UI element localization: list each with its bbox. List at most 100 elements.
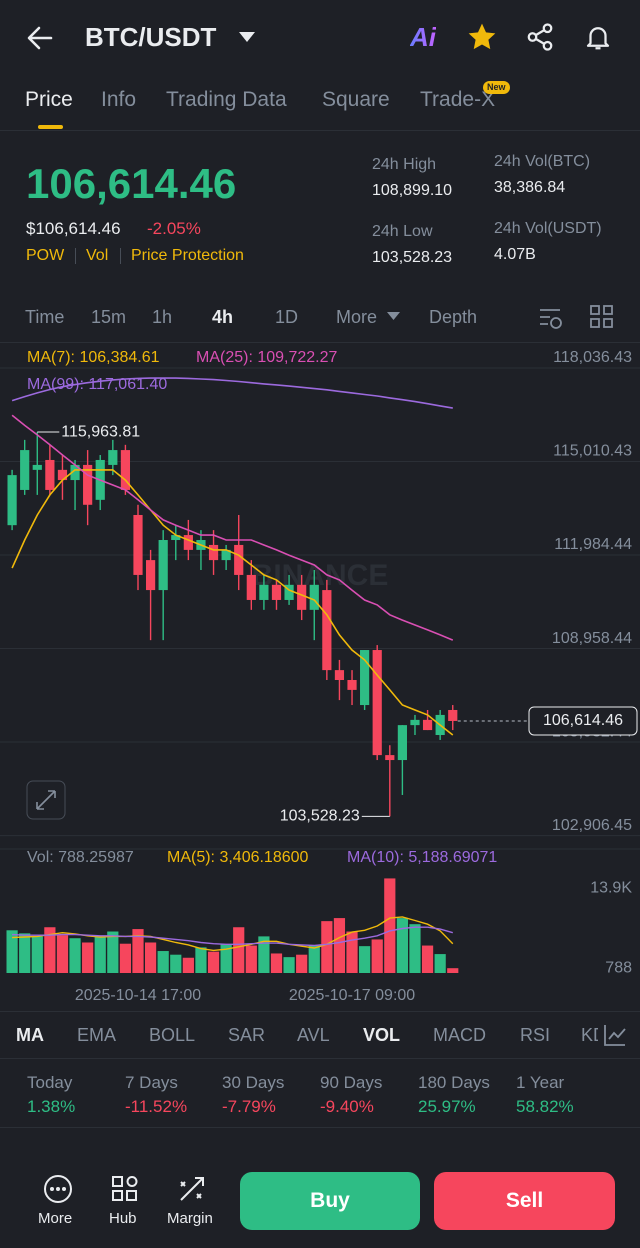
tag[interactable]: Vol bbox=[86, 247, 109, 264]
ai-button[interactable]: Ai bbox=[410, 22, 436, 52]
chart-settings[interactable] bbox=[537, 304, 565, 332]
last-price-box bbox=[528, 706, 638, 736]
candle-body bbox=[221, 549, 231, 561]
candle-body bbox=[246, 574, 256, 600]
stat-value: 103,528.23 bbox=[372, 249, 453, 266]
volume-bar bbox=[321, 921, 333, 973]
volume-bar bbox=[31, 936, 43, 973]
interval[interactable]: 1h bbox=[152, 307, 173, 327]
tab-trade-x[interactable]: Trade-X bbox=[420, 88, 496, 111]
tab-info[interactable]: Info bbox=[101, 88, 137, 111]
candle-body bbox=[45, 459, 55, 490]
interval-more[interactable]: More bbox=[336, 307, 378, 327]
tab-square[interactable]: Square bbox=[322, 88, 390, 111]
sell-button[interactable]: Sell bbox=[434, 1172, 615, 1230]
indicator[interactable]: AVL bbox=[297, 1025, 330, 1045]
volume-bar bbox=[396, 918, 408, 973]
candle-body bbox=[83, 464, 93, 505]
volume-bar bbox=[195, 947, 207, 973]
legend-entry: MA(5): 3,406.18600 bbox=[167, 849, 309, 866]
volume-bar bbox=[384, 878, 396, 973]
indicator[interactable]: EMA bbox=[77, 1025, 117, 1045]
candle-body bbox=[108, 450, 118, 465]
stat-label: 24h Vol(BTC) bbox=[494, 153, 591, 170]
volume-bar bbox=[346, 931, 358, 973]
period-change: -7.79% bbox=[222, 1097, 276, 1116]
indicator[interactable]: MACD bbox=[433, 1025, 486, 1045]
pair-title[interactable]: BTC/USDT bbox=[85, 22, 217, 52]
hub-icon[interactable] bbox=[110, 1174, 140, 1204]
ma-line bbox=[11, 414, 454, 641]
stat-label: 24h Vol(USDT) bbox=[494, 220, 602, 237]
volume-bar bbox=[371, 939, 383, 973]
ma-line bbox=[11, 469, 454, 736]
y-tick-label: 118,036.43 bbox=[553, 349, 632, 366]
candle-body bbox=[448, 709, 458, 721]
volume-bar bbox=[44, 927, 56, 973]
tag[interactable]: Price Protection bbox=[131, 247, 244, 264]
expand-button[interactable] bbox=[26, 780, 66, 820]
volume-bar bbox=[296, 954, 308, 973]
period-label: Today bbox=[27, 1073, 73, 1092]
favorite-star[interactable] bbox=[466, 21, 498, 53]
buy-button[interactable]: Buy bbox=[240, 1172, 420, 1230]
candle-body bbox=[410, 719, 420, 726]
interval[interactable]: Time bbox=[25, 307, 65, 327]
pair-caret[interactable] bbox=[238, 31, 256, 43]
candle-body bbox=[183, 535, 193, 550]
volume-bar bbox=[245, 945, 257, 973]
last-price-label: 106,614.46 bbox=[543, 712, 623, 729]
volume-bar bbox=[69, 938, 81, 973]
margin-icon[interactable] bbox=[177, 1174, 207, 1204]
tab-trading-data[interactable]: Trading Data bbox=[166, 88, 287, 111]
ma-line bbox=[11, 377, 453, 409]
candle-body bbox=[372, 650, 382, 756]
indicator[interactable]: KDJ bbox=[581, 1026, 601, 1044]
y-tick-label: 102,906.45 bbox=[552, 817, 632, 834]
more-icon[interactable] bbox=[42, 1173, 74, 1205]
indicator[interactable]: BOLL bbox=[149, 1025, 196, 1045]
nav-label[interactable]: Hub bbox=[109, 1210, 137, 1227]
back-button[interactable] bbox=[26, 24, 54, 52]
tag[interactable]: POW bbox=[26, 247, 65, 264]
volume-bar bbox=[283, 957, 295, 973]
indicator-settings[interactable] bbox=[602, 1022, 628, 1048]
interval-active[interactable]: 4h bbox=[212, 307, 234, 327]
volume-bar bbox=[233, 927, 245, 973]
period-label: 180 Days bbox=[418, 1073, 490, 1092]
candle-body bbox=[259, 584, 269, 600]
volume-bar bbox=[170, 954, 182, 973]
candle-body bbox=[271, 584, 282, 600]
indicator[interactable]: VOL bbox=[363, 1025, 401, 1045]
layout-grid[interactable] bbox=[589, 304, 615, 330]
tag-divider bbox=[75, 248, 76, 264]
indicator[interactable]: RSI bbox=[520, 1025, 551, 1045]
more-caret bbox=[387, 312, 400, 320]
usd-price: $106,614.46 bbox=[26, 219, 121, 238]
volume-bar bbox=[308, 945, 320, 973]
candle-body bbox=[309, 584, 319, 610]
indicator[interactable]: SAR bbox=[228, 1025, 266, 1045]
y-tick-label: 108,958.44 bbox=[552, 630, 632, 647]
nav-label[interactable]: Margin bbox=[167, 1210, 213, 1227]
volume-bar bbox=[132, 929, 144, 973]
interval[interactable]: 15m bbox=[91, 307, 127, 327]
stat-label: 24h High bbox=[372, 156, 437, 173]
volume-bar bbox=[207, 951, 220, 973]
candle-body bbox=[422, 719, 433, 731]
interval[interactable]: 1D bbox=[275, 307, 299, 327]
notification-bell[interactable] bbox=[583, 22, 613, 52]
share-button[interactable] bbox=[525, 22, 555, 52]
annotation-label: 103,528.23 bbox=[280, 808, 360, 825]
period-change: -11.52% bbox=[125, 1097, 188, 1116]
volume-bar bbox=[144, 942, 157, 973]
tab-price[interactable]: Price bbox=[25, 88, 73, 111]
indicator[interactable]: MA bbox=[16, 1025, 44, 1045]
legend-entry: MA(25): 109,722.27 bbox=[196, 349, 338, 366]
candle-body bbox=[70, 464, 80, 481]
nav-label[interactable]: More bbox=[38, 1210, 73, 1227]
depth[interactable]: Depth bbox=[429, 307, 478, 327]
stat-value: 38,386.84 bbox=[494, 179, 566, 196]
volume-bar bbox=[409, 924, 421, 973]
